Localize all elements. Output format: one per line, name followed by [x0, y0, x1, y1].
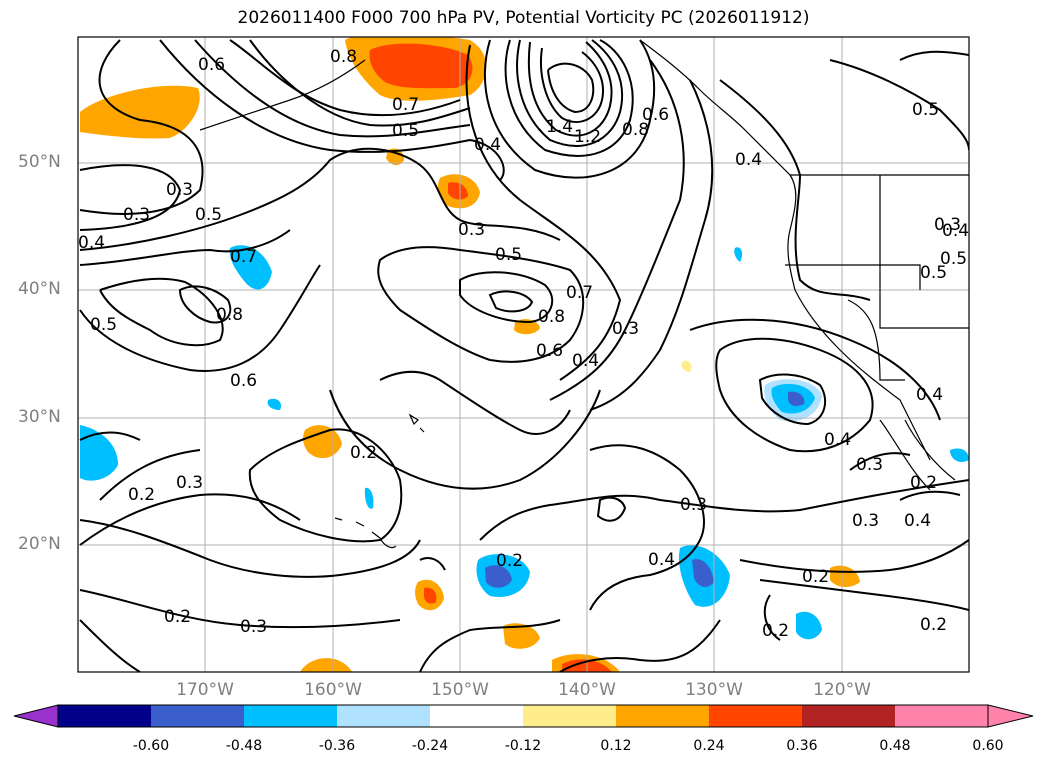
- contour-label: 0.5: [90, 315, 117, 335]
- contour-label: 0.3: [240, 617, 267, 637]
- contour-label: 0.4: [78, 233, 105, 253]
- contour-label: 0.5: [940, 249, 967, 269]
- contour-label: 0.3: [680, 495, 707, 515]
- colorbar-tick-label: -0.60: [132, 738, 170, 754]
- contour-label: 0.8: [622, 120, 649, 140]
- map-frame: [77, 36, 970, 673]
- contour-labels: 0.6 0.8 0.7 0.5 0.4 1.4 1.2 0.8 0.6 0.4 …: [78, 47, 969, 641]
- contour-label: 0.6: [536, 341, 563, 361]
- contour-label: 0.4: [916, 385, 943, 405]
- contour-label: 0.4: [942, 221, 969, 241]
- lat-label: 40°N: [18, 279, 61, 299]
- colorbar-segment: [895, 705, 989, 727]
- contour-label: 0.2: [350, 443, 377, 463]
- lon-label: 150°W: [431, 680, 489, 700]
- contour-label: 0.8: [538, 307, 565, 327]
- colorbar-segment: [802, 705, 896, 727]
- contour-label: 0.4: [648, 550, 675, 570]
- contour-label: 0.2: [164, 607, 191, 627]
- colorbar-segment: [151, 705, 245, 727]
- contour-label: 0.8: [216, 305, 243, 325]
- coastlines: [199, 39, 969, 549]
- contour-label: 0.3: [458, 220, 485, 240]
- colorbar-tick-label: -0.12: [504, 738, 542, 754]
- contour-label: 0.6: [198, 55, 225, 75]
- contour-label: 0.2: [762, 621, 789, 641]
- contour-label: 0.3: [123, 205, 150, 225]
- contour-label: 0.3: [166, 180, 193, 200]
- colorbar-tick-label: 0.12: [600, 738, 632, 754]
- colorbar-tick-label: -0.48: [225, 738, 263, 754]
- lat-label: 20°N: [18, 534, 61, 554]
- pv-contours: [79, 39, 969, 672]
- colorbar-tick-label: -0.24: [411, 738, 449, 754]
- lat-label: 50°N: [18, 152, 61, 172]
- contour-label: 0.7: [230, 247, 257, 267]
- contour-label: 0.5: [495, 245, 522, 265]
- contour-label: 0.4: [572, 351, 599, 371]
- contour-label: 0.3: [176, 473, 203, 493]
- contour-label: 0.6: [230, 371, 257, 391]
- colorbar-segment: [616, 705, 710, 727]
- contour-label: 0.5: [912, 100, 939, 120]
- contour-label: 0.4: [735, 150, 762, 170]
- contour-label: 0.3: [852, 511, 879, 531]
- colorbar-segment: [709, 705, 803, 727]
- contour-label: 0.4: [474, 135, 501, 155]
- contour-label: 0.4: [904, 511, 931, 531]
- contour-label: 0.4: [824, 430, 851, 450]
- colorbar-tick-label: 0.48: [879, 738, 911, 754]
- lon-label: 130°W: [685, 680, 743, 700]
- colorbar-segment: [58, 705, 152, 727]
- contour-label: 0.2: [802, 567, 829, 587]
- colorbar-tick-label: 0.60: [972, 738, 1004, 754]
- contour-label: 1.2: [574, 127, 601, 147]
- lon-label: 170°W: [176, 680, 234, 700]
- colorbar-extend-high: [987, 704, 1034, 728]
- colorbar-segment: [523, 705, 617, 727]
- contour-label: 0.5: [392, 121, 419, 141]
- contour-label: 1.4: [546, 117, 573, 137]
- lon-label: 140°W: [558, 680, 616, 700]
- colorbar-segment: [430, 705, 524, 727]
- colorbar-tick-label: 0.36: [786, 738, 818, 754]
- map-title: 2026011400 F000 700 hPa PV, Potential Vo…: [237, 8, 810, 28]
- contour-label: 0.7: [566, 283, 593, 303]
- contour-label: 0.6: [642, 105, 669, 125]
- colorbar: [13, 704, 1034, 728]
- contour-label: 0.7: [392, 95, 419, 115]
- contour-label: 0.5: [920, 263, 947, 283]
- contour-label: 0.3: [612, 319, 639, 339]
- colorbar-extend-low: [13, 704, 59, 728]
- colorbar-segment: [244, 705, 338, 727]
- contour-label: 0.3: [856, 455, 883, 475]
- lon-label: 120°W: [813, 680, 871, 700]
- colorbar-tick-label: 0.24: [693, 738, 725, 754]
- contour-label: 0.2: [128, 485, 155, 505]
- contour-label: 0.5: [195, 205, 222, 225]
- colorbar-segment: [337, 705, 431, 727]
- graticule: [78, 37, 969, 672]
- contour-label: 0.2: [910, 473, 937, 493]
- contour-label: 0.3: [934, 215, 961, 235]
- contour-label: 0.2: [496, 551, 523, 571]
- lon-label: 160°W: [304, 680, 362, 700]
- lat-label: 30°N: [18, 407, 61, 427]
- contour-label: 0.2: [920, 615, 947, 635]
- contour-label: 0.8: [330, 47, 357, 67]
- colorbar-tick-label: -0.36: [318, 738, 356, 754]
- map-plot-area: 0.6 0.8 0.7 0.5 0.4 1.4 1.2 0.8 0.6 0.4 …: [78, 37, 969, 672]
